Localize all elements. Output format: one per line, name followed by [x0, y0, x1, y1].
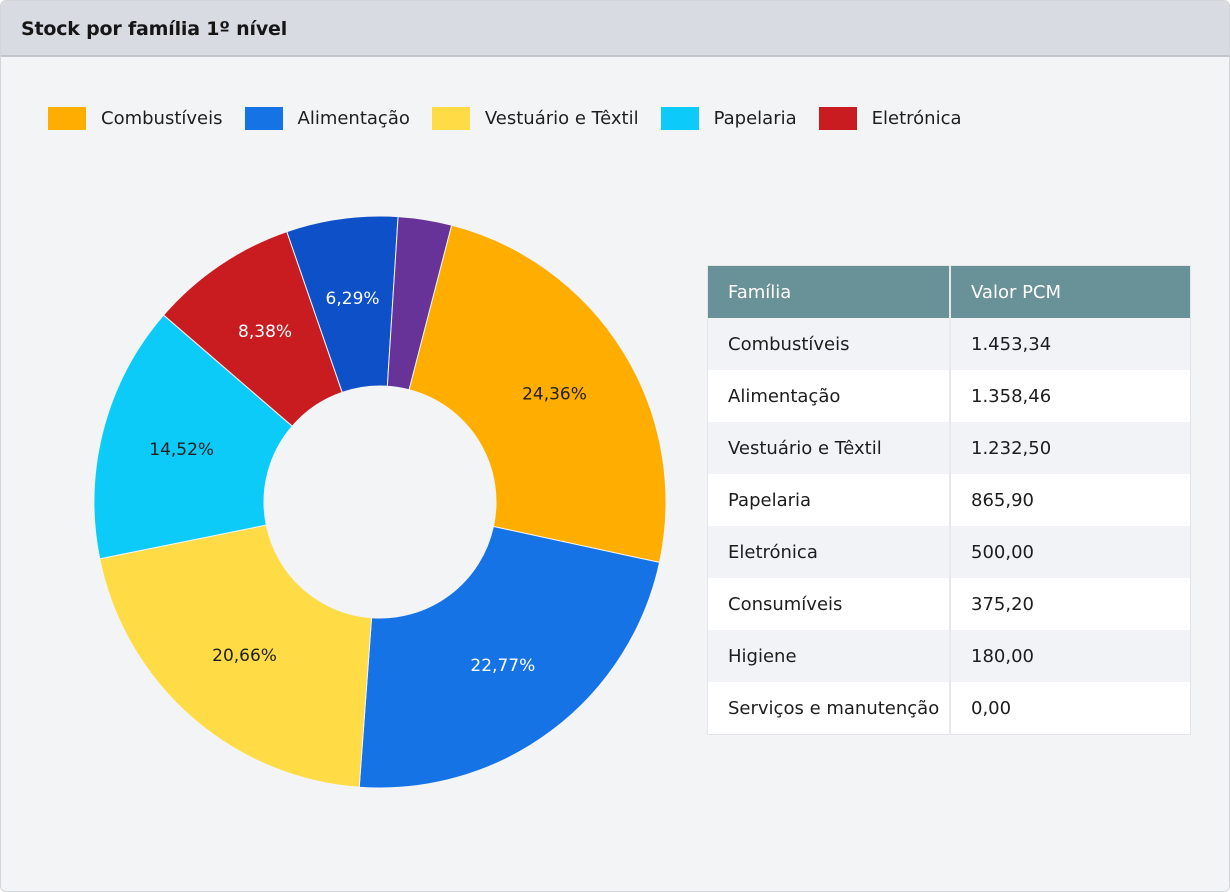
- slice-label-5: 6,29%: [326, 289, 380, 309]
- column-header-familia[interactable]: Família: [707, 265, 951, 318]
- table-row: Higiene 180,00: [707, 630, 1191, 682]
- legend-item-alimentacao[interactable]: Alimentação: [244, 107, 410, 130]
- table-header-row: Família Valor PCM: [707, 265, 1191, 318]
- table-cell-familia: Alimentação: [707, 370, 951, 422]
- legend-label: Papelaria: [713, 108, 797, 129]
- donut-slice-1[interactable]: [358, 525, 661, 789]
- table-cell-valor: 180,00: [950, 630, 1191, 682]
- table-row: Vestuário e Têxtil 1.232,50: [707, 422, 1191, 474]
- table-row: Consumíveis 375,20: [707, 578, 1191, 630]
- table-cell-valor: 865,90: [950, 474, 1191, 526]
- slice-label-3: 14,52%: [149, 440, 214, 460]
- legend-item-eletronica[interactable]: Eletrónica: [818, 107, 962, 130]
- table-cell-familia: Eletrónica: [707, 526, 951, 578]
- table-cell-familia: Consumíveis: [707, 578, 951, 630]
- legend-item-vestuario[interactable]: Vestuário e Têxtil: [431, 107, 639, 130]
- table-cell-familia: Vestuário e Têxtil: [707, 422, 951, 474]
- column-header-valor[interactable]: Valor PCM: [950, 265, 1191, 318]
- legend-swatch: [48, 107, 86, 130]
- table-cell-familia: Combustíveis: [707, 318, 951, 370]
- slice-label-1: 22,77%: [470, 656, 535, 676]
- table-row: Combustíveis 1.453,34: [707, 318, 1191, 370]
- table-row: Eletrónica 500,00: [707, 526, 1191, 578]
- donut-chart: 24,36% 22,77% 20,66% 14,52% 8,38% 6,29%: [93, 215, 667, 789]
- legend-swatch: [431, 107, 470, 130]
- donut-slice-6[interactable]: [386, 216, 453, 391]
- donut-slice-0[interactable]: [408, 224, 667, 564]
- legend-label: Eletrónica: [871, 108, 962, 129]
- table-cell-valor: 1.358,46: [950, 370, 1191, 422]
- legend-label: Combustíveis: [101, 108, 223, 129]
- chart-legend: Combustíveis Alimentação Vestuário e Têx…: [48, 107, 984, 130]
- legend-item-combustiveis[interactable]: Combustíveis: [48, 107, 223, 130]
- table-cell-familia: Papelaria: [707, 474, 951, 526]
- table-cell-valor: 1.232,50: [950, 422, 1191, 474]
- legend-label: Alimentação: [297, 108, 410, 129]
- table-cell-familia: Serviços e manutenção: [707, 682, 951, 735]
- slice-label-2: 20,66%: [212, 646, 277, 666]
- legend-label: Vestuário e Têxtil: [484, 108, 639, 129]
- panel-title: Stock por família 1º nível: [21, 18, 288, 40]
- table-cell-valor: 375,20: [950, 578, 1191, 630]
- slice-label-0: 24,36%: [522, 384, 587, 404]
- table-cell-valor: 0,00: [950, 682, 1191, 735]
- legend-item-papelaria[interactable]: Papelaria: [660, 107, 797, 130]
- data-table: Família Valor PCM Combustíveis 1.453,34 …: [707, 265, 1191, 735]
- legend-swatch: [660, 107, 699, 130]
- panel-header: Stock por família 1º nível: [1, 1, 1229, 57]
- legend-swatch: [244, 107, 283, 130]
- table-row: Papelaria 865,90: [707, 474, 1191, 526]
- table-cell-familia: Higiene: [707, 630, 951, 682]
- table-cell-valor: 500,00: [950, 526, 1191, 578]
- legend-swatch: [818, 107, 857, 130]
- table-cell-valor: 1.453,34: [950, 318, 1191, 370]
- table-row: Alimentação 1.358,46: [707, 370, 1191, 422]
- donut-slice-3[interactable]: [93, 314, 293, 560]
- slice-label-4: 8,38%: [238, 322, 292, 342]
- donut-slice-2[interactable]: [99, 524, 373, 788]
- table-row: Serviços e manutenção 0,00: [707, 682, 1191, 735]
